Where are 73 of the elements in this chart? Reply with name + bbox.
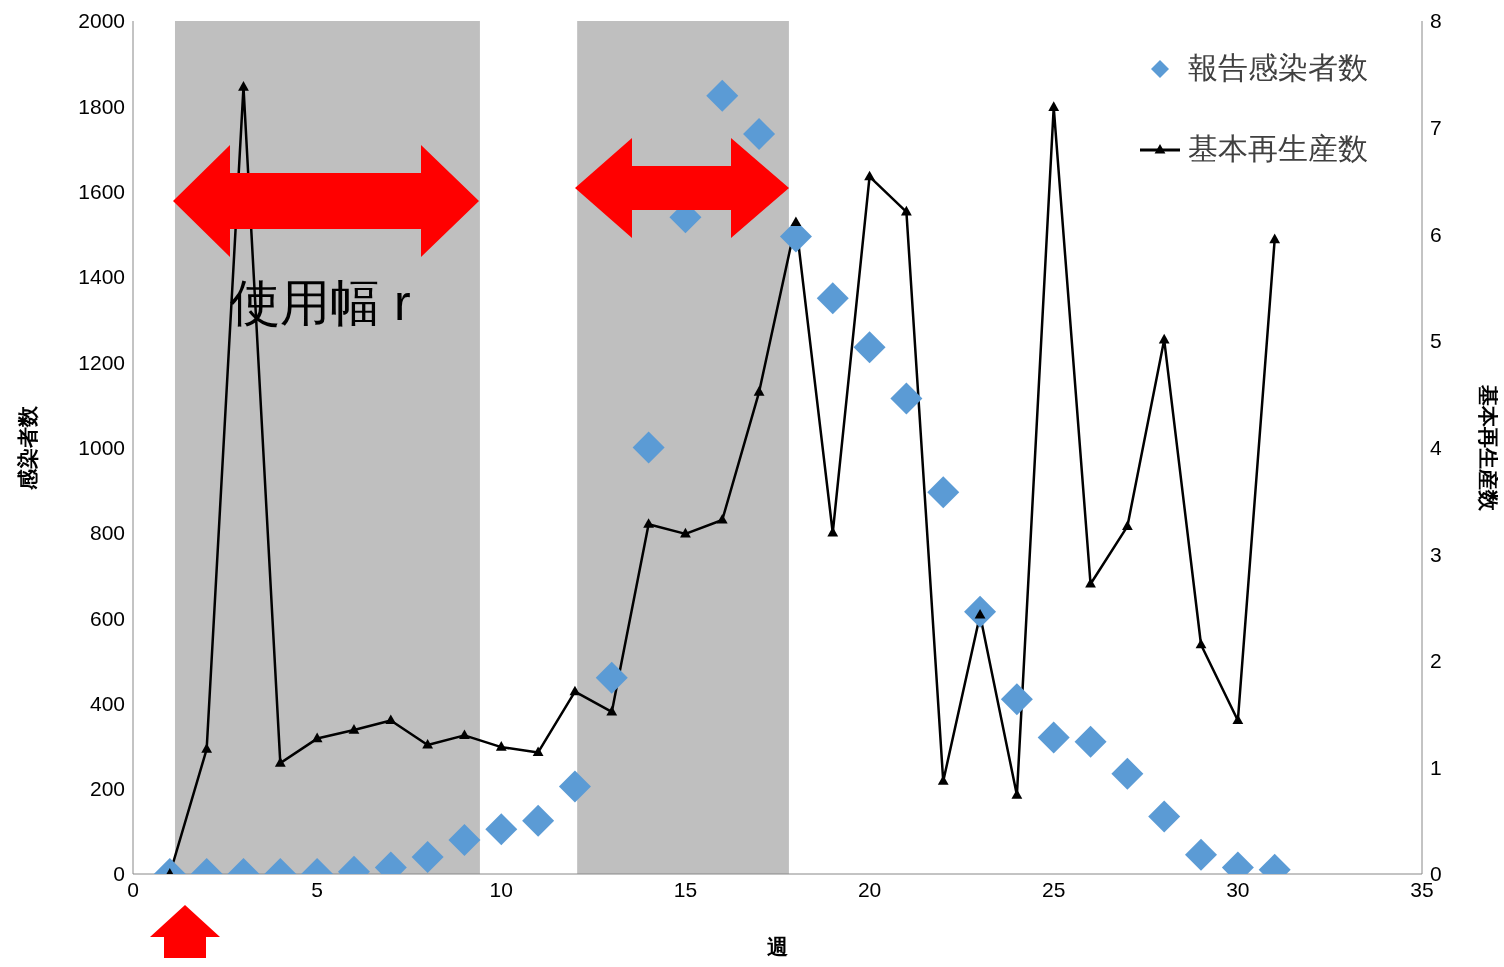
x-tick-label: 20 [857,877,882,901]
y2-tick-label: 3 [1430,542,1442,566]
point [816,282,849,315]
point [459,729,470,739]
point [901,205,912,216]
point [706,79,739,112]
y-tick-label: 1800 [78,94,125,118]
point [753,386,765,396]
point [643,518,654,528]
point [790,216,802,227]
point [1000,683,1033,716]
point [680,527,691,538]
point [1074,725,1107,758]
y-tick-label: 800 [89,521,125,545]
point [632,431,665,464]
point [348,724,360,734]
point [890,382,923,415]
x-tick-label: 10 [489,877,513,901]
point [1111,757,1144,790]
y-tick-label: 0 [113,862,125,886]
y-tick-label: 1200 [78,350,125,374]
point [606,705,618,716]
point [448,823,481,856]
point [558,770,591,803]
x-tick-label: 15 [673,877,698,901]
point [1195,638,1207,649]
point [1048,101,1060,111]
x-tick-label: 25 [1042,877,1066,901]
legend-label: 基本再生産数 [1188,131,1368,167]
point [716,514,728,524]
point [1037,721,1070,754]
point [595,661,628,694]
x-tick-label: 5 [311,877,323,901]
y-axis-title: 感染者数 [16,404,40,491]
y2-tick-label: 8 [1430,9,1442,33]
point [1269,233,1281,244]
y-tick-label: 2000 [78,9,125,33]
y-tick-label: 600 [89,606,125,630]
point [1158,333,1170,344]
y2-tick-label: 1 [1430,755,1442,779]
y2-axis-title: 基本再生産数 [1476,383,1500,512]
point [864,170,875,181]
y2-tick-label: 6 [1430,222,1442,246]
point [532,746,544,757]
y-tick-label: 1600 [78,180,125,204]
y-tick-label: 1000 [78,435,125,459]
point [385,714,397,725]
y-tick-label: 200 [89,777,125,801]
point [274,757,286,767]
point [1121,520,1133,530]
point [201,743,213,753]
point [927,476,960,509]
point [422,738,434,749]
point [495,741,507,751]
point [1185,838,1218,871]
legend-label: 報告感染者数 [1188,50,1368,86]
point [311,732,323,743]
x-axis-title: 週 [767,935,788,958]
point [411,840,444,873]
point [522,804,555,837]
point [238,81,249,91]
point [743,118,776,151]
point [853,331,886,364]
y2-tick-label: 5 [1430,329,1442,353]
point [485,813,518,846]
y-tick-label: 400 [89,691,125,715]
y2-tick-label: 2 [1430,649,1442,673]
point [569,685,581,696]
point [1148,800,1181,833]
y2-tick-label: 7 [1430,116,1442,140]
y-tick-label: 1400 [78,265,125,289]
x-tick-label: 30 [1226,877,1250,901]
y2-tick-label: 4 [1430,435,1442,459]
